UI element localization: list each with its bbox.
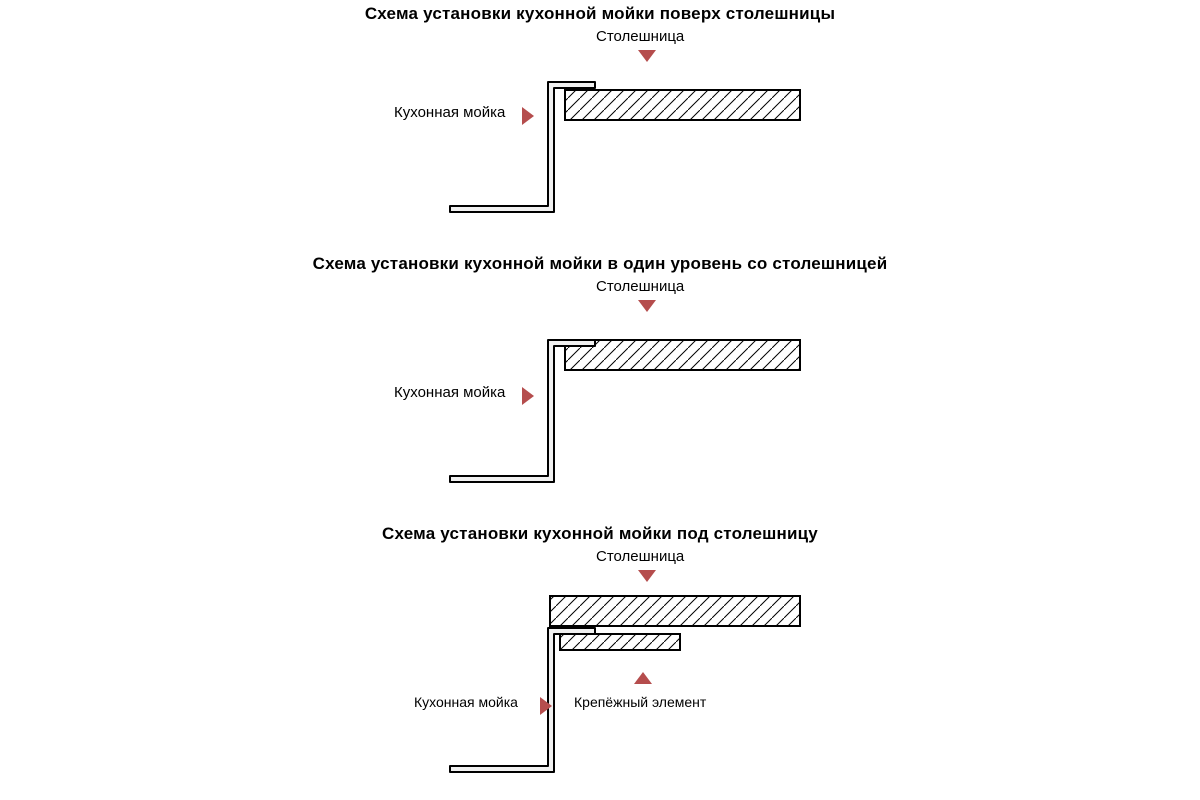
sink-label: Кухонная мойка bbox=[394, 384, 505, 401]
countertop-label: Столешница bbox=[596, 278, 684, 295]
sink-arrow-icon bbox=[540, 697, 552, 715]
sink-arrow-icon bbox=[522, 387, 534, 405]
panel-title-flush-mount: Схема установки кухонной мойки в один ур… bbox=[0, 254, 1200, 274]
sink-label: Кухонная мойка bbox=[414, 694, 518, 710]
countertop bbox=[565, 90, 800, 120]
bracket-label: Крепёжный элемент bbox=[574, 694, 706, 710]
countertop-arrow-icon bbox=[638, 570, 656, 582]
panel-title-under-mount: Схема установки кухонной мойки под столе… bbox=[0, 524, 1200, 544]
sink-arrow-icon bbox=[522, 107, 534, 125]
countertop-label: Столешница bbox=[596, 28, 684, 45]
countertop bbox=[565, 340, 800, 370]
panel-title-top-mount: Схема установки кухонной мойки поверх ст… bbox=[0, 4, 1200, 24]
bracket-arrow-icon bbox=[634, 672, 652, 684]
countertop-arrow-icon bbox=[638, 300, 656, 312]
bracket bbox=[560, 634, 680, 650]
countertop-label: Столешница bbox=[596, 548, 684, 565]
diagram-under-mount bbox=[400, 546, 830, 786]
diagram-top-mount bbox=[400, 26, 830, 226]
countertop-arrow-icon bbox=[638, 50, 656, 62]
countertop bbox=[550, 596, 800, 626]
page: Схема установки кухонной мойки поверх ст… bbox=[0, 0, 1200, 800]
sink-label: Кухонная мойка bbox=[394, 104, 505, 121]
